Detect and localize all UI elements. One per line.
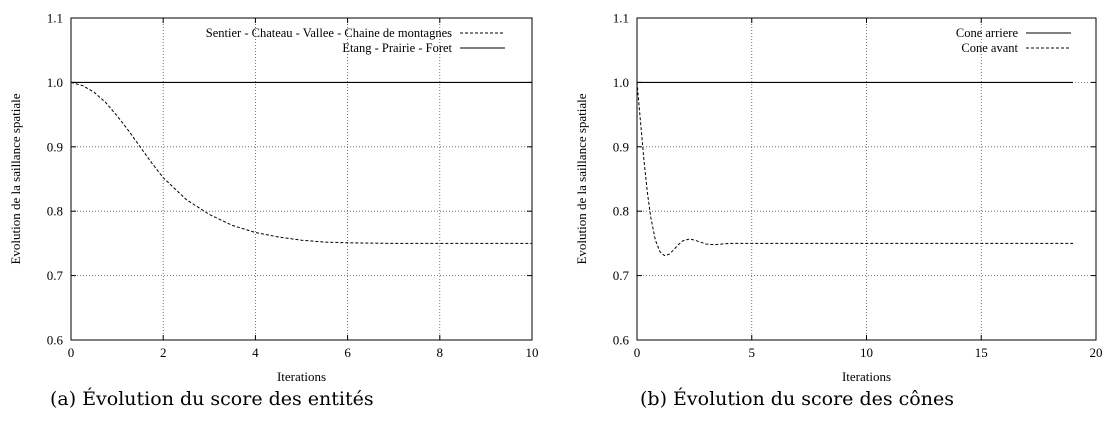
chart-b-grid [637, 18, 1096, 340]
chart-b-caption: (b) Évolution du score des cônes [640, 388, 954, 410]
chart-a-ytick-label-1: 0.7 [47, 268, 64, 283]
chart-a-legend-label-0: Sentier - Chateau - Vallee - Chaine de m… [206, 26, 452, 40]
chart-b-ylabel: Evolution de la saillance spatiale [574, 93, 589, 264]
chart-b-legend-label-1: Cone avant [961, 41, 1018, 55]
chart-a-xlabel: Iterations [277, 369, 326, 384]
chart-b-ytick-label-5: 1.1 [613, 11, 629, 26]
chart-b-ytick-label-2: 0.8 [613, 204, 629, 219]
chart-a-xtick-label-4: 8 [437, 345, 444, 360]
chart-panel-b: 0 5 10 15 20 0.6 0.7 0.8 0.9 1.0 1.1 Cone arriere Co… [560, 0, 1105, 423]
chart-b-ytick-label-3: 0.9 [613, 139, 629, 154]
chart-b-ytick-label-4: 1.0 [613, 75, 629, 90]
chart-b-svg: 0 5 10 15 20 0.6 0.7 0.8 0.9 1.0 1.1 Cone arriereCo… [574, 11, 1103, 385]
chart-a-xtick-label-3: 6 [344, 345, 351, 360]
chart-b-series-1-line [636, 82, 1073, 257]
chart-b-xlabel: Iterations [842, 369, 891, 384]
chart-b-xtick-label-3: 15 [975, 345, 988, 360]
chart-a-ytick-label-5: 1.1 [47, 11, 63, 26]
chart-b-xtick-label-0: 0 [634, 345, 641, 360]
chart-a-ylabel: Evolution de la saillance spatiale [8, 93, 23, 264]
chart-b-legend-label-0: Cone arriere [956, 26, 1019, 40]
chart-a-ytick-label-0: 0.6 [47, 333, 64, 348]
chart-b-xtick-label-2: 10 [860, 345, 873, 360]
chart-a-ytick-label-4: 1.0 [47, 75, 63, 90]
chart-a-xtick-label-5: 10 [526, 345, 539, 360]
chart-b-ytick-label-0: 0.6 [613, 333, 630, 348]
chart-b-plot-frame [636, 17, 1097, 341]
chart-a-grid [71, 18, 532, 340]
chart-a-legend-label-1: Etang - Prairie - Foret [342, 41, 452, 55]
chart-a-ytick-label-2: 0.8 [47, 204, 63, 219]
chart-a-svg: 0 2 4 6 8 10 0.6 0.7 0.8 0.9 1.0 1.1 Sentier - Chate… [8, 11, 539, 385]
chart-a-xtick-label-1: 2 [160, 345, 167, 360]
chart-a-caption: (a) Évolution du score des entités [50, 388, 374, 410]
chart-b-ytick-label-1: 0.7 [613, 268, 630, 283]
chart-b-xtick-label-4: 20 [1090, 345, 1103, 360]
chart-a-xtick-label-2: 4 [252, 345, 259, 360]
chart-b-xtick-label-1: 5 [749, 345, 756, 360]
chart-a-xtick-label-0: 0 [68, 345, 75, 360]
chart-a-plot-frame [70, 17, 533, 341]
chart-a-ytick-label-3: 0.9 [47, 139, 63, 154]
chart-a-series-0-line [70, 81, 532, 244]
chart-panel-a: 0 2 4 6 8 10 0.6 0.7 0.8 0.9 1.0 1.1 Sentier - Chate… [0, 0, 552, 423]
